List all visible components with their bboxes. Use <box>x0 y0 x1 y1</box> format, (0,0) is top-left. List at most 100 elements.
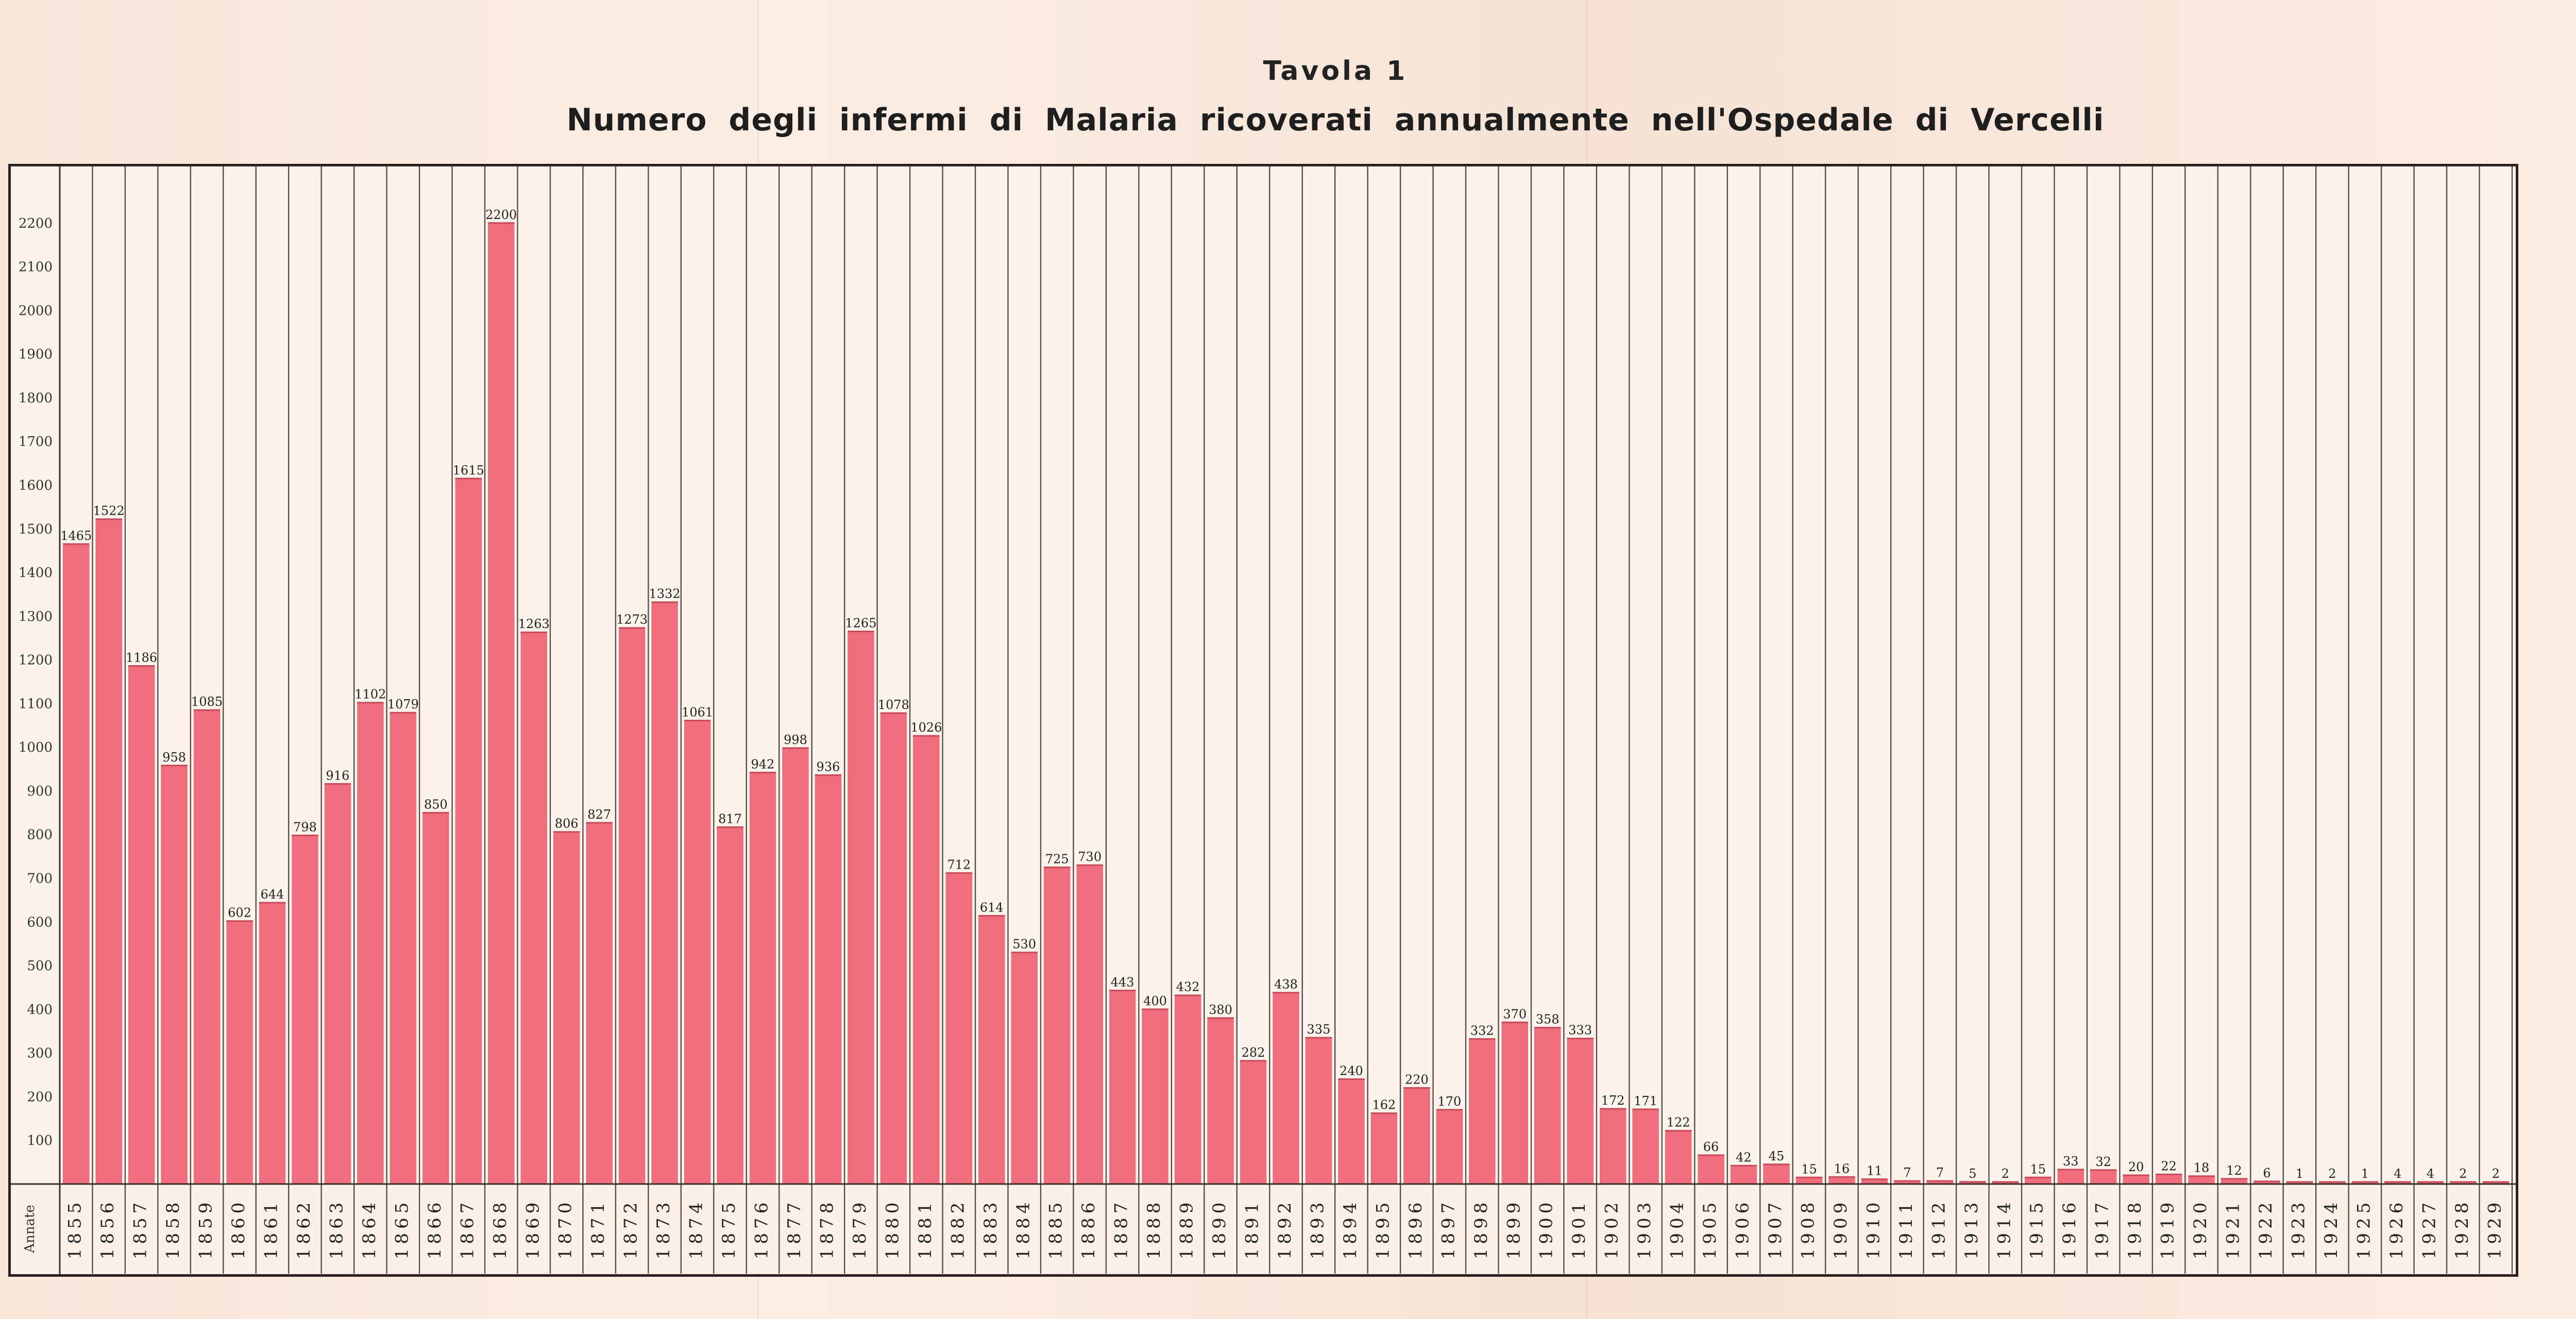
bar <box>978 916 1005 1184</box>
bar <box>1174 995 1201 1184</box>
bar <box>1763 1164 1790 1184</box>
y-tick-label: 1400 <box>19 565 53 581</box>
bar <box>880 713 907 1184</box>
bar <box>1403 1088 1430 1184</box>
x-tick-label: 1902 <box>1602 1198 1622 1260</box>
x-tick-label: 1929 <box>2484 1198 2505 1260</box>
y-tick-label: 600 <box>27 915 53 930</box>
data-label: 332 <box>1470 1024 1494 1038</box>
data-label: 15 <box>1801 1162 1817 1176</box>
x-tick-label: 1898 <box>1471 1198 1492 1260</box>
bar <box>95 519 122 1185</box>
data-label: 1102 <box>354 687 386 702</box>
x-tick-label: 1886 <box>1078 1198 1099 1260</box>
bar <box>913 736 940 1184</box>
data-label: 66 <box>1703 1140 1719 1154</box>
bar <box>1501 1022 1528 1184</box>
bar <box>389 713 417 1184</box>
x-tick-label: 1906 <box>1733 1198 1753 1260</box>
x-tick-label: 1867 <box>457 1198 478 1260</box>
year-band <box>8 1184 2518 1277</box>
data-label: 7 <box>1936 1165 1944 1180</box>
bar <box>1632 1109 1659 1184</box>
data-label: 1061 <box>682 705 713 719</box>
bar <box>2482 1182 2509 1184</box>
data-label: 817 <box>718 811 742 826</box>
bar <box>1861 1179 1888 1184</box>
data-label: 12 <box>2226 1163 2242 1178</box>
y-tick-label: 700 <box>27 871 53 887</box>
data-label: 1332 <box>649 587 681 601</box>
data-label: 1 <box>2296 1166 2303 1181</box>
bar <box>357 702 384 1184</box>
bar <box>324 784 351 1184</box>
x-tick-label: 1905 <box>1700 1198 1720 1260</box>
y-tick-label: 1200 <box>19 653 53 668</box>
bar <box>2221 1178 2248 1184</box>
x-tick-label: 1914 <box>1994 1198 2014 1260</box>
x-tick-label: 1897 <box>1438 1198 1459 1260</box>
x-tick-label: 1861 <box>261 1198 282 1260</box>
x-tick-label: 1918 <box>2125 1198 2145 1260</box>
x-tick-label: 1904 <box>1667 1198 1688 1260</box>
x-tick-label: 1885 <box>1046 1198 1066 1260</box>
data-label: 432 <box>1176 980 1200 994</box>
x-tick-label: 1899 <box>1503 1198 1524 1260</box>
data-label: 172 <box>1601 1093 1625 1108</box>
y-tick-label: 500 <box>27 958 53 974</box>
data-label: 220 <box>1405 1072 1429 1087</box>
bar <box>1959 1181 1986 1184</box>
data-label: 438 <box>1274 977 1298 992</box>
data-label: 2200 <box>485 208 517 222</box>
x-tick-label: 1907 <box>1765 1198 1786 1260</box>
data-label: 4 <box>2394 1166 2401 1181</box>
bar <box>2253 1181 2280 1184</box>
bar <box>455 478 482 1184</box>
x-tick-label: 1871 <box>588 1198 608 1260</box>
bar <box>848 631 874 1184</box>
bar <box>1273 992 1299 1184</box>
bar <box>1567 1038 1594 1184</box>
bar <box>553 832 580 1184</box>
data-label: 42 <box>1736 1150 1752 1164</box>
data-label: 22 <box>2161 1159 2177 1173</box>
bar <box>520 632 547 1184</box>
x-tick-label: 1862 <box>294 1198 314 1260</box>
bar <box>815 775 842 1184</box>
bar <box>945 873 973 1184</box>
data-label: 32 <box>2095 1155 2111 1169</box>
bar <box>1698 1155 1724 1184</box>
data-label: 730 <box>1078 850 1101 864</box>
x-tick-label: 1901 <box>1569 1198 1589 1260</box>
x-tick-label: 1863 <box>326 1198 347 1260</box>
data-label: 1079 <box>387 697 419 712</box>
x-tick-label: 1864 <box>359 1198 380 1260</box>
data-label: 602 <box>228 906 251 920</box>
data-label: 5 <box>1969 1166 1976 1181</box>
x-tick-label: 1909 <box>1831 1198 1851 1260</box>
x-tick-label: 1911 <box>1896 1198 1917 1260</box>
x-tick-label: 1890 <box>1209 1198 1230 1260</box>
data-label: 20 <box>2128 1160 2144 1174</box>
bar <box>749 772 776 1184</box>
x-tick-label: 1893 <box>1307 1198 1328 1260</box>
bar <box>1469 1039 1496 1184</box>
x-tick-label: 1892 <box>1275 1198 1295 1260</box>
bar <box>2450 1182 2477 1184</box>
x-tick-label: 1870 <box>555 1198 576 1260</box>
bar <box>1076 865 1103 1184</box>
x-tick-label: 1881 <box>915 1198 936 1260</box>
x-tick-label: 1880 <box>882 1198 903 1260</box>
bar <box>2057 1170 2084 1184</box>
x-tick-label: 1883 <box>980 1198 1001 1260</box>
x-tick-label: 1928 <box>2452 1198 2472 1260</box>
data-label: 1 <box>2361 1166 2369 1181</box>
x-tick-label: 1865 <box>392 1198 412 1260</box>
x-tick-label: 1857 <box>130 1198 151 1260</box>
chart-title: Numero degli infermi di Malaria ricovera… <box>566 102 2105 138</box>
x-tick-label: 1878 <box>817 1198 837 1260</box>
bar <box>1011 952 1038 1184</box>
y-tick-label: 900 <box>27 784 53 799</box>
bar <box>1142 1009 1168 1184</box>
y-tick-label: 1300 <box>19 609 53 624</box>
